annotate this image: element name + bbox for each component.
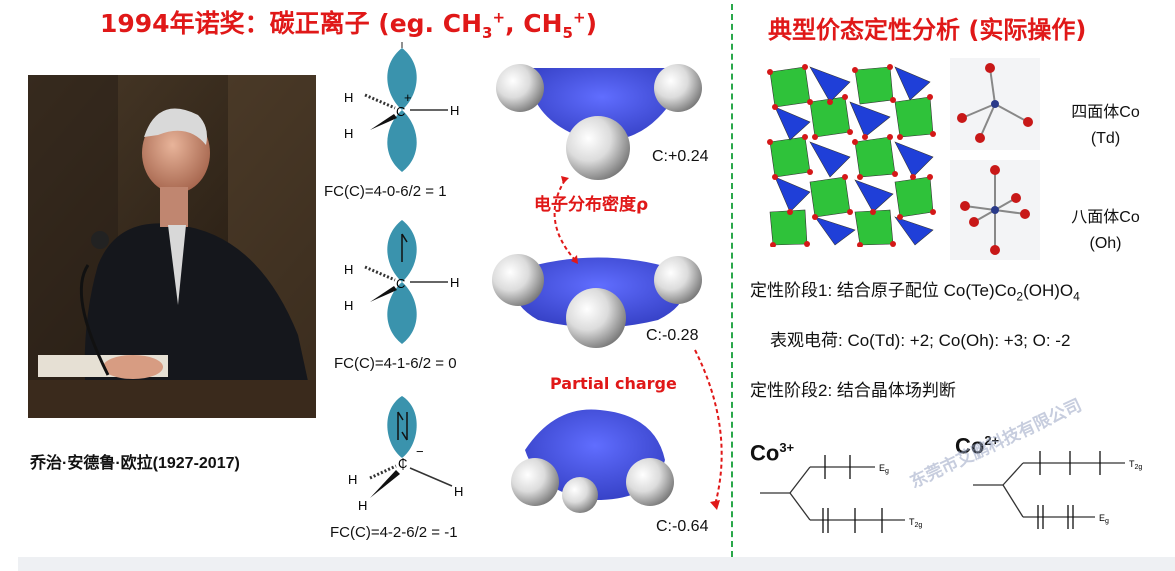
- stage2-text: 定性阶段2: 结合晶体场判断: [750, 381, 956, 400]
- density-label: 电子分布密度ρ: [534, 195, 649, 215]
- charge-value-1: C:+0.24: [652, 148, 709, 165]
- svg-text:+: +: [404, 90, 412, 105]
- svg-text:H: H: [450, 103, 459, 118]
- svg-text:H: H: [358, 498, 367, 513]
- svg-text:H: H: [348, 472, 357, 487]
- tetrahedral-co-model: [950, 58, 1040, 150]
- svg-text:H: H: [344, 90, 353, 105]
- spinel-crystal-structure: [765, 62, 937, 247]
- co2-label: Co2+: [955, 433, 1000, 459]
- charge-value-2: C:-0.28: [646, 327, 699, 344]
- svg-text:H: H: [344, 298, 353, 313]
- charge-trend-arrows: [553, 176, 723, 510]
- portrait-photo: [28, 75, 316, 418]
- carbon-label: C: [396, 104, 405, 119]
- formal-charge-3: FC(C)=4-2-6/2 = -1: [330, 524, 458, 541]
- svg-text:H: H: [450, 275, 459, 290]
- divider-line: [731, 4, 733, 557]
- octahedral-label: 八面体Co (Oh): [1071, 209, 1140, 252]
- methyl-radical-diagram: C H H H: [344, 220, 459, 344]
- right-title: 典型价态定性分析 (实际操作): [768, 16, 1087, 44]
- tetrahedral-label: 四面体Co (Td): [1071, 104, 1140, 147]
- svg-text:C: C: [396, 276, 405, 291]
- t2g-level-label: T2g: [909, 517, 922, 529]
- partial-charge-label: Partial charge: [550, 374, 677, 393]
- svg-text:−: −: [416, 444, 424, 459]
- svg-text:H: H: [454, 484, 463, 499]
- left-title: 1994年诺奖：碳正离子 (eg. CH3+, CH5+): [100, 8, 597, 42]
- svg-text:H: H: [344, 262, 353, 277]
- svg-text:C: C: [398, 456, 407, 471]
- octahedral-co-model: [950, 160, 1040, 260]
- charge-value-3: C:-0.64: [656, 518, 709, 535]
- methyl-cation-diagram: C + H H H: [344, 42, 459, 172]
- eg-level-label-co2: Eg: [1099, 513, 1109, 525]
- crystal-field-splitting: Eg T2g T2g Eg: [760, 451, 1142, 533]
- stage1-text: 定性阶段1: 结合原子配位 Co(Te)Co2(OH)O4: [750, 281, 1080, 304]
- co3-label: Co3+: [750, 440, 795, 466]
- eg-level-label: Eg: [879, 463, 889, 475]
- density-model-1: [496, 64, 702, 180]
- formal-charge-1: FC(C)=4-0-6/2 = 1: [324, 183, 447, 200]
- bottom-bar: [18, 557, 1175, 571]
- density-model-3: [511, 409, 674, 513]
- svg-text:H: H: [344, 126, 353, 141]
- formal-charge-2: FC(C)=4-1-6/2 = 0: [334, 355, 457, 372]
- apparent-charge-text: 表观电荷: Co(Td): +2; Co(Oh): +3; O: -2: [770, 331, 1071, 350]
- t2g-level-label-co2: T2g: [1129, 459, 1142, 471]
- methyl-anion-diagram: C − H H H: [348, 396, 463, 513]
- density-model-2: [492, 254, 702, 348]
- portrait-caption: 乔治·安德鲁·欧拉(1927-2017): [30, 455, 240, 472]
